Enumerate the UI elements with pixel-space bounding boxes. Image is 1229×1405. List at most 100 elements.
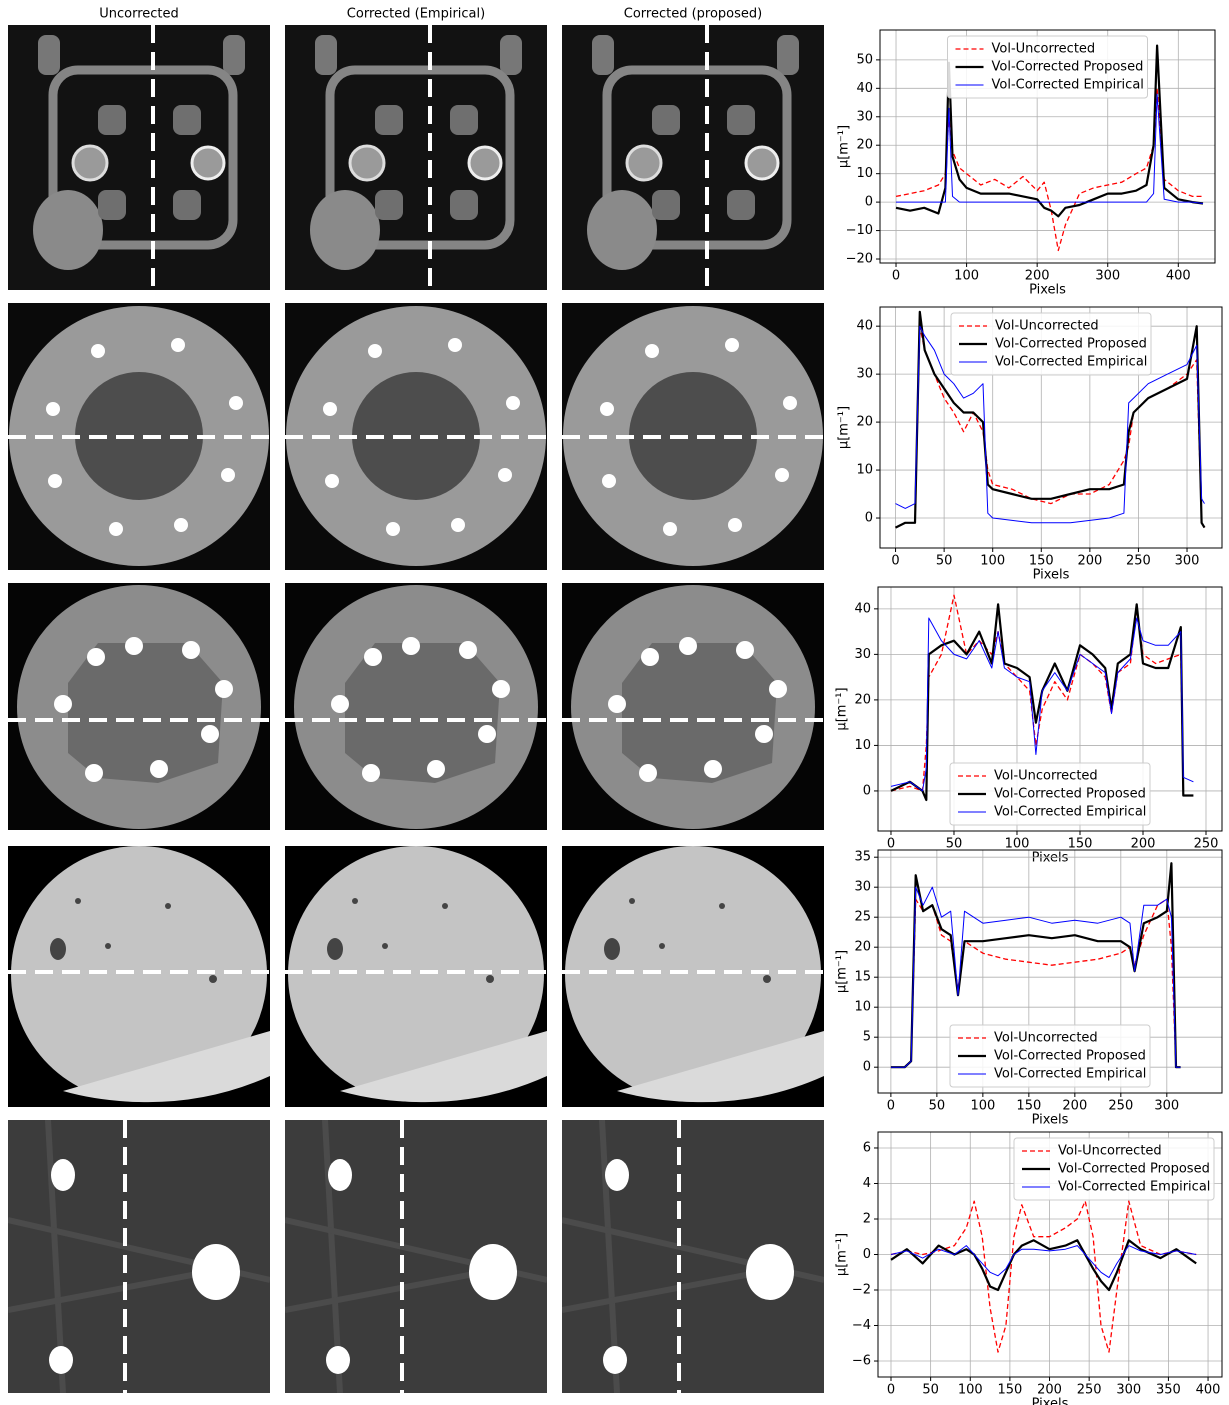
legend-label: Vol-Corrected Empirical	[994, 805, 1146, 820]
ct-image	[562, 1120, 824, 1393]
x-tick-label: 300	[1154, 1099, 1179, 1114]
plot-frame	[877, 586, 1223, 832]
x-axis-label: Pixels	[1032, 1113, 1069, 1128]
series-line	[890, 1200, 1197, 1353]
y-tick-label: 10	[854, 738, 871, 753]
y-tick-label: 10	[854, 1000, 871, 1015]
series-line	[890, 1245, 1197, 1279]
y-tick-label: 40	[854, 601, 871, 616]
legend-label: Vol-Corrected Proposed	[1058, 1162, 1210, 1177]
column-title: Uncorrected	[99, 7, 179, 22]
x-tick-label: 300	[1095, 269, 1120, 284]
series-line	[895, 325, 1206, 529]
x-tick-label: 100	[1005, 837, 1030, 852]
legend-box	[950, 312, 1152, 376]
y-tick-label: 0	[863, 1247, 871, 1262]
y-tick-label: 0	[863, 1060, 871, 1075]
y-tick-label: 30	[854, 880, 871, 895]
legend-box	[1013, 1137, 1215, 1201]
y-tick-label: 20	[854, 940, 871, 955]
legend-label: Vol-Uncorrected	[1058, 1144, 1162, 1159]
ct-image	[8, 1120, 270, 1393]
x-tick-label: 0	[891, 554, 899, 569]
chart: 0 50 100 150 200 250 300 0 5 10 15 20 25 30 35 Pixels μ[…	[835, 849, 1223, 1128]
x-tick-label: 300	[1116, 1383, 1141, 1398]
y-tick-label: 0	[865, 511, 873, 526]
x-tick-label: 50	[929, 1099, 946, 1114]
plot-frame	[879, 29, 1216, 264]
legend-box	[947, 35, 1148, 99]
legend-label: Vol-Corrected Empirical	[1058, 1180, 1210, 1195]
plot-frame	[879, 306, 1223, 549]
x-tick-label: 350	[1156, 1383, 1181, 1398]
x-tick-label: 250	[1126, 554, 1151, 569]
y-tick-label: 20	[856, 138, 873, 153]
y-tick-label: 40	[856, 319, 873, 334]
x-tick-label: 150	[1068, 837, 1093, 852]
y-tick-label: 20	[856, 415, 873, 430]
legend-label: Vol-Corrected Proposed	[995, 337, 1147, 352]
y-axis-label: μ[m⁻¹]	[835, 687, 850, 730]
column-title: Corrected (proposed)	[624, 7, 762, 22]
ct-image	[8, 846, 270, 1107]
legend-label: Vol-Uncorrected	[994, 769, 1098, 784]
legend-label: Vol-Uncorrected	[994, 1031, 1098, 1046]
x-tick-label: 200	[1037, 1383, 1062, 1398]
x-axis-label: Pixels	[1033, 568, 1070, 583]
ct-image	[8, 25, 270, 290]
y-tick-label: −2	[852, 1283, 871, 1298]
x-tick-label: 400	[1166, 269, 1191, 284]
y-tick-label: 0	[863, 783, 871, 798]
x-tick-label: 100	[954, 269, 979, 284]
y-tick-label: 40	[856, 81, 873, 96]
y-tick-label: 4	[863, 1176, 871, 1191]
x-tick-label: 50	[922, 1383, 939, 1398]
y-tick-label: 30	[854, 647, 871, 662]
ct-image	[562, 846, 824, 1107]
plot-frame	[877, 1131, 1223, 1378]
legend-label: Vol-Corrected Proposed	[994, 1049, 1146, 1064]
legend-label: Vol-Uncorrected	[995, 319, 1099, 334]
chart: 0 50 100 150 200 250 300 0 10 20 30 40 Pixels μ[m⁻¹] V…	[837, 306, 1223, 583]
chart: 0 50 100 150 200 250 300 350 400 −6 −4 −2 0 2 4 6 Pixels…	[835, 1131, 1223, 1405]
x-axis-label: Pixels	[1032, 851, 1069, 866]
series-line	[890, 617, 1194, 792]
x-tick-label: 250	[1108, 1099, 1133, 1114]
y-tick-label: 35	[854, 850, 871, 865]
legend-box	[949, 1024, 1151, 1088]
x-tick-label: 0	[887, 837, 895, 852]
x-tick-label: 200	[1131, 837, 1156, 852]
series-line	[895, 325, 1205, 524]
ct-images	[8, 25, 824, 1393]
legend-label: Vol-Corrected Empirical	[994, 1067, 1146, 1082]
x-tick-label: 250	[1077, 1383, 1102, 1398]
x-axis-label: Pixels	[1032, 1397, 1069, 1405]
x-tick-label: 400	[1196, 1383, 1221, 1398]
x-tick-label: 250	[1194, 837, 1219, 852]
series-line	[895, 310, 1206, 529]
y-tick-label: 30	[856, 109, 873, 124]
x-tick-label: 0	[887, 1099, 895, 1114]
x-tick-label: 50	[936, 554, 953, 569]
series-line	[895, 87, 1203, 252]
y-tick-label: 2	[863, 1211, 871, 1226]
x-tick-label: 150	[1016, 1099, 1041, 1114]
legend-label: Vol-Corrected Proposed	[992, 60, 1144, 75]
column-title: Corrected (Empirical)	[347, 7, 485, 22]
y-axis-label: μ[m⁻¹]	[835, 1233, 850, 1276]
x-tick-label: 200	[1062, 1099, 1087, 1114]
x-tick-label: 200	[1077, 554, 1102, 569]
series-line	[890, 1239, 1197, 1292]
legend-label: Vol-Corrected Proposed	[994, 787, 1146, 802]
legend-label: Vol-Uncorrected	[992, 42, 1096, 57]
legend-box	[949, 762, 1151, 826]
x-tick-label: 100	[980, 554, 1005, 569]
y-tick-label: 15	[854, 970, 871, 985]
ct-image	[562, 583, 824, 830]
y-axis-label: μ[m⁻¹]	[835, 950, 850, 993]
y-tick-label: −4	[852, 1318, 871, 1333]
ct-image	[562, 25, 824, 290]
x-tick-label: 50	[946, 837, 963, 852]
y-axis-label: μ[m⁻¹]	[837, 125, 852, 168]
chart: 0 100 200 300 400 −20 −10 0 10 20 30 40 50 Pixels μ[m⁻…	[837, 29, 1216, 298]
